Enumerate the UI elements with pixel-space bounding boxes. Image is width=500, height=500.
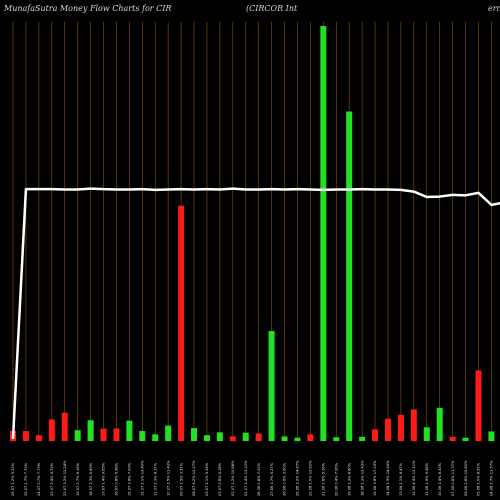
x-tick-label: 18.07 2.3% 5.89% [89, 462, 93, 496]
x-tick-label: 07.06 0.8% 11.37% [451, 460, 455, 496]
money-flow-bar [100, 428, 107, 441]
money-flow-bar [397, 414, 404, 441]
x-tick-label: 15.06 3.8% 17.29% [373, 460, 377, 496]
money-flow-bar [410, 409, 417, 441]
money-flow-bar [74, 430, 81, 441]
x-tick-label: 22.07 3.2% 12.24% [63, 460, 67, 496]
x-tick-label: 11.06 1.9% 9.46% [425, 462, 429, 496]
x-tick-label: 04.06 1.7% 11.57% [490, 460, 494, 496]
x-tick-label: 18.06 1.3% 12.43% [360, 460, 364, 496]
x-tick-label: 21.06 1.8% 5.36% [322, 462, 326, 496]
money-flow-bar [475, 370, 482, 441]
x-tick-label: 25.07 1.7% 7.73% [24, 462, 28, 496]
x-tick-label: 09.07 1.5% 3.51% [179, 462, 183, 496]
money-flow-bar [61, 412, 68, 441]
company-name-cutoff: ern [488, 4, 500, 13]
money-flow-bar [281, 436, 288, 441]
money-flow-bar [372, 429, 379, 441]
x-tick-labels: 25.07 1.2% 9.33% 25.07 1.7% 7.73% 24.07 0.… [11, 460, 494, 496]
grid-lines [12, 22, 492, 441]
money-flow-bar [229, 436, 236, 441]
x-tick-label: 11.07 2.3% 8.31% [153, 462, 157, 496]
x-tick-label: 28.06 0.8% 7.03% [257, 462, 261, 496]
money-flow-bar [35, 435, 42, 441]
chart-title: MunafaSutra Money Flow Charts for CIR [4, 4, 172, 13]
money-flow-bar [216, 432, 223, 441]
money-flow-bar [359, 436, 366, 441]
price-line [11, 187, 500, 439]
x-tick-label: 03.07 0.8% 5.18% [218, 462, 222, 496]
x-tick-label: 13.06 1.1% 8.47% [399, 462, 403, 496]
x-tick-label: 08.07 6.2% 12.27% [192, 460, 196, 496]
money-flow-bar [126, 420, 133, 441]
x-tick-label: 06.06 2.6% 10.80% [464, 460, 468, 496]
x-tick-label: 05.07 2.1% 9.34% [205, 462, 209, 496]
money-flow-bar [139, 431, 146, 441]
money-flow-bar [423, 427, 430, 441]
x-tick-label: 12.07 2.1% 13.40% [141, 460, 145, 496]
money-flow-bar [346, 111, 353, 442]
x-tick-label: 14.06 1.5% 14.54% [386, 460, 390, 496]
x-tick-label: 20.06 0.4% 7.95% [334, 462, 338, 496]
x-tick-label: 01.07 1.4% 13.22% [244, 460, 248, 496]
company-name: (CIRCOR Int [246, 4, 298, 13]
x-tick-label: 24.07 0.7% 7.73% [37, 462, 41, 496]
money-flow-bar [333, 437, 340, 441]
money-flow-bar [165, 425, 172, 441]
x-tick-label: 02.07 1.2% 10.88% [231, 460, 235, 496]
money-flow-bar [242, 432, 249, 441]
money-flow-bar [113, 428, 120, 441]
x-tick-label: 17.07 1.4% 9.65% [102, 462, 106, 496]
x-tick-label: 19.06 2.3% 8.80% [347, 462, 351, 496]
money-flow-bar [488, 431, 495, 441]
money-flow-bar [436, 407, 443, 441]
x-tick-label: 22.06 1.0% 12.62% [309, 460, 313, 496]
money-flow-bar [449, 436, 456, 441]
money-flow-bar [22, 431, 29, 441]
x-tick-label: 10.06 1.4% 8.43% [438, 462, 442, 496]
x-tick-label: 26.06 0.6% 3.60% [283, 462, 287, 496]
money-flow-bar [268, 331, 275, 441]
money-flow-bar [307, 434, 314, 441]
money-flow-bar [384, 418, 391, 441]
money-flow-bar [87, 420, 94, 441]
x-tick-label: 05.06 1.0% 8.51% [477, 462, 481, 496]
x-tick-label: 16.07 0.8% 6.98% [115, 462, 119, 496]
x-tick-label: 23.07 2.4% 9.79% [50, 462, 54, 496]
x-tick-label: 27.06 1.7% 5.27% [270, 462, 274, 496]
x-tick-label: 19.07 0.7% 6.16% [76, 462, 80, 496]
x-tick-label: 25.06 3.2% 14.87% [296, 460, 300, 496]
money-flow-bar [255, 433, 262, 441]
money-flow-bar [178, 205, 185, 441]
x-tick-label: 25.07 1.2% 9.33% [11, 462, 15, 496]
money-flow-bar [48, 419, 55, 441]
money-flow-bar [152, 434, 159, 441]
money-flow-bar [462, 437, 469, 441]
money-flow-bar [294, 437, 301, 441]
x-tick-label: 15.07 3.8% 7.09% [128, 462, 132, 496]
money-flow-bar [320, 26, 327, 441]
x-tick-label: 10.07 2.5% 11.43% [166, 460, 170, 496]
money-flow-bar [191, 428, 198, 441]
bars [10, 26, 495, 442]
money-flow-bar [203, 435, 210, 441]
x-tick-label: 12.06 4.4% 12.11% [412, 460, 416, 496]
